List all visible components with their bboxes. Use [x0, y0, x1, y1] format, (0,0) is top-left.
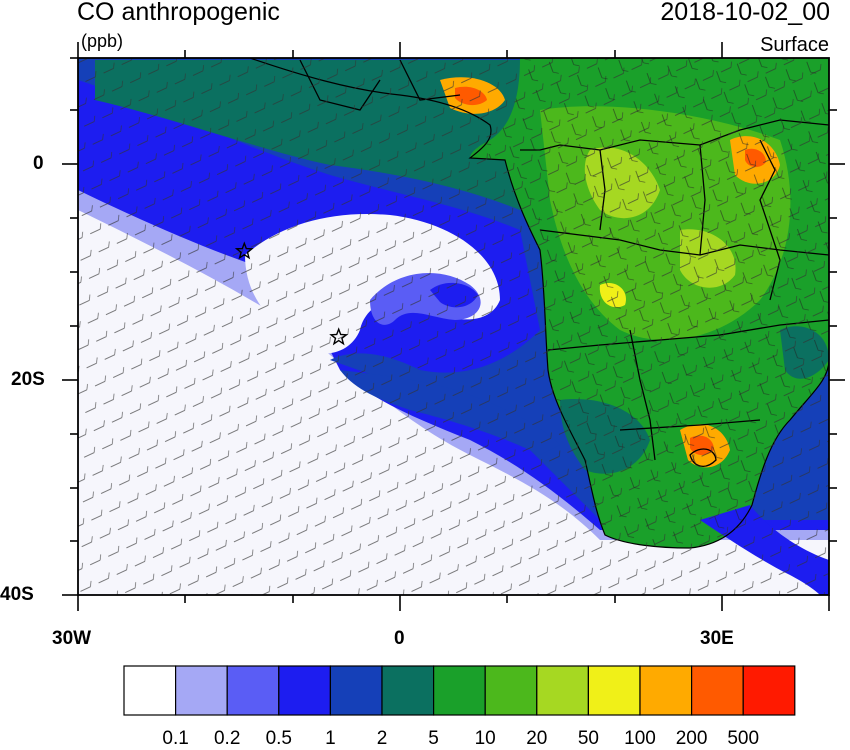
colorbar-label: 500: [727, 728, 760, 749]
colorbar-swatch: [123, 665, 177, 716]
colorbar-label: 100: [624, 728, 656, 749]
colorbar-swatch: [329, 665, 383, 716]
colorbar-label: 5: [428, 728, 439, 749]
y-tick-label-0: 0: [33, 153, 44, 174]
star-marker-2: [329, 327, 349, 346]
colorbar-swatch: [381, 665, 435, 716]
x-tick-label-30w: 30W: [52, 628, 92, 649]
colorbar-label: 2: [376, 728, 388, 749]
colorbar-swatch: [226, 665, 280, 716]
colorbar-label: 0.1: [162, 728, 189, 749]
colorbar-label: 20: [526, 728, 548, 749]
colorbar-swatch: [742, 665, 796, 716]
x-tick-label-0: 0: [394, 628, 405, 649]
map-title: CO anthropogenic: [77, 0, 280, 26]
colorbar-label: 200: [675, 728, 708, 749]
x-tick-label-30e: 30E: [700, 628, 734, 649]
colorbar-label: 1: [325, 728, 336, 749]
timestamp-label: 2018-10-02_00: [660, 0, 830, 26]
colorbar-swatch: [278, 665, 331, 716]
colorbar-swatch: [433, 665, 486, 716]
level-label: Surface: [760, 34, 829, 56]
colorbar-label: 50: [577, 728, 599, 749]
wind-barbs-land: [250, 58, 829, 548]
y-tick-label-40s: 40S: [0, 584, 34, 605]
units-label: (ppb): [81, 31, 124, 51]
map-plot-area: [78, 58, 829, 595]
colorbar-swatch: [175, 665, 228, 716]
colorbar-label: 0.5: [265, 728, 293, 749]
colorbar-swatch: [484, 665, 538, 716]
colorbar-swatch: [639, 665, 693, 716]
y-tick-label-20s: 20S: [11, 369, 45, 390]
colorbar: [123, 665, 796, 716]
colorbar-swatch: [536, 665, 589, 716]
colorbar-swatch: [587, 665, 641, 716]
colorbar-label: 0.2: [213, 728, 241, 749]
star-marker-1: [234, 241, 254, 260]
axis-ticks: [62, 42, 845, 611]
colorbar-swatch: [690, 665, 744, 716]
colorbar-label: 10: [474, 728, 496, 749]
